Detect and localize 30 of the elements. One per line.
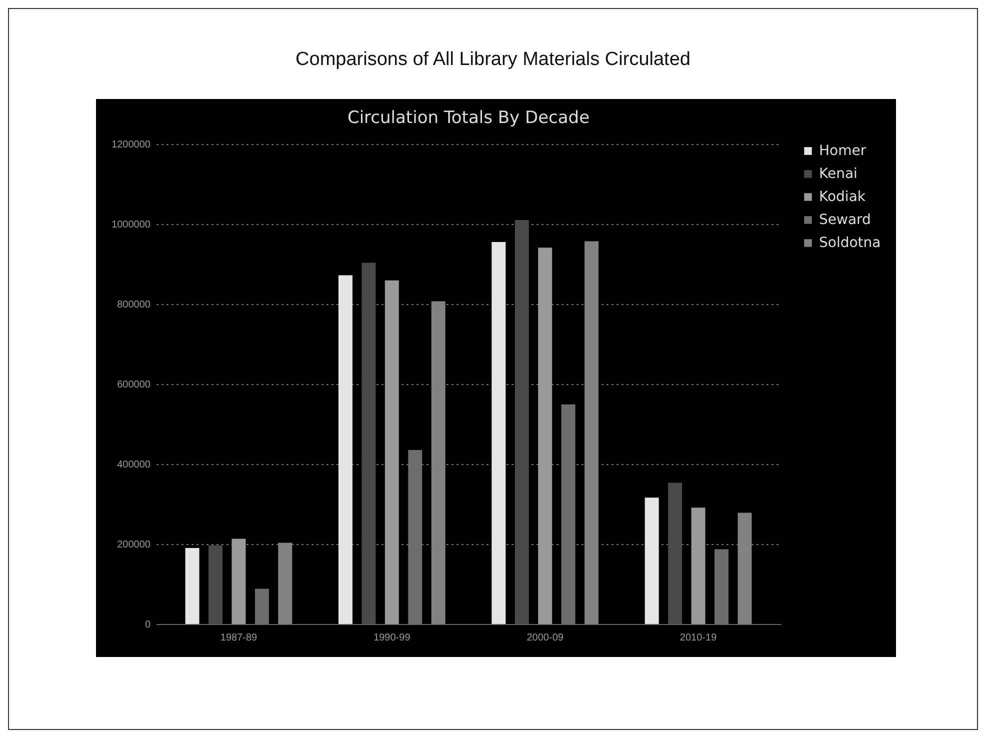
y-tick-label: 800000	[117, 300, 151, 310]
x-tick-label: 1987-89	[220, 632, 258, 644]
y-tick-label: 200000	[117, 540, 151, 550]
bar	[185, 548, 200, 624]
bar	[668, 482, 682, 624]
legend-label: Seward	[819, 212, 871, 228]
bar	[362, 262, 376, 624]
bar	[338, 275, 352, 624]
legend-label: Homer	[819, 143, 866, 159]
y-tick-label: 1000000	[112, 220, 151, 230]
bar	[691, 508, 706, 624]
bar	[644, 498, 659, 624]
bar	[538, 248, 552, 624]
legend-label: Soldotna	[819, 235, 881, 251]
bar	[208, 545, 222, 624]
y-tick-label: 0	[144, 620, 151, 630]
x-tick-label: 2010-19	[680, 632, 718, 644]
y-tick-label: 400000	[117, 460, 151, 470]
y-tick-label: 600000	[117, 380, 151, 390]
bar	[232, 538, 246, 624]
y-tick-label: 1200000	[112, 140, 151, 150]
bar	[384, 280, 399, 624]
x-tick-label: 1990-99	[374, 632, 411, 644]
chart-subtitle: Circulation Totals By Decade	[347, 108, 590, 128]
bar	[492, 242, 506, 624]
x-tick-label: 2000-09	[526, 632, 564, 644]
legend-label: Kenai	[819, 166, 858, 182]
legend-label: Kodiak	[819, 189, 866, 205]
chart-title: Comparisons of All Library Materials Circulated	[294, 49, 692, 71]
bar	[514, 220, 529, 624]
